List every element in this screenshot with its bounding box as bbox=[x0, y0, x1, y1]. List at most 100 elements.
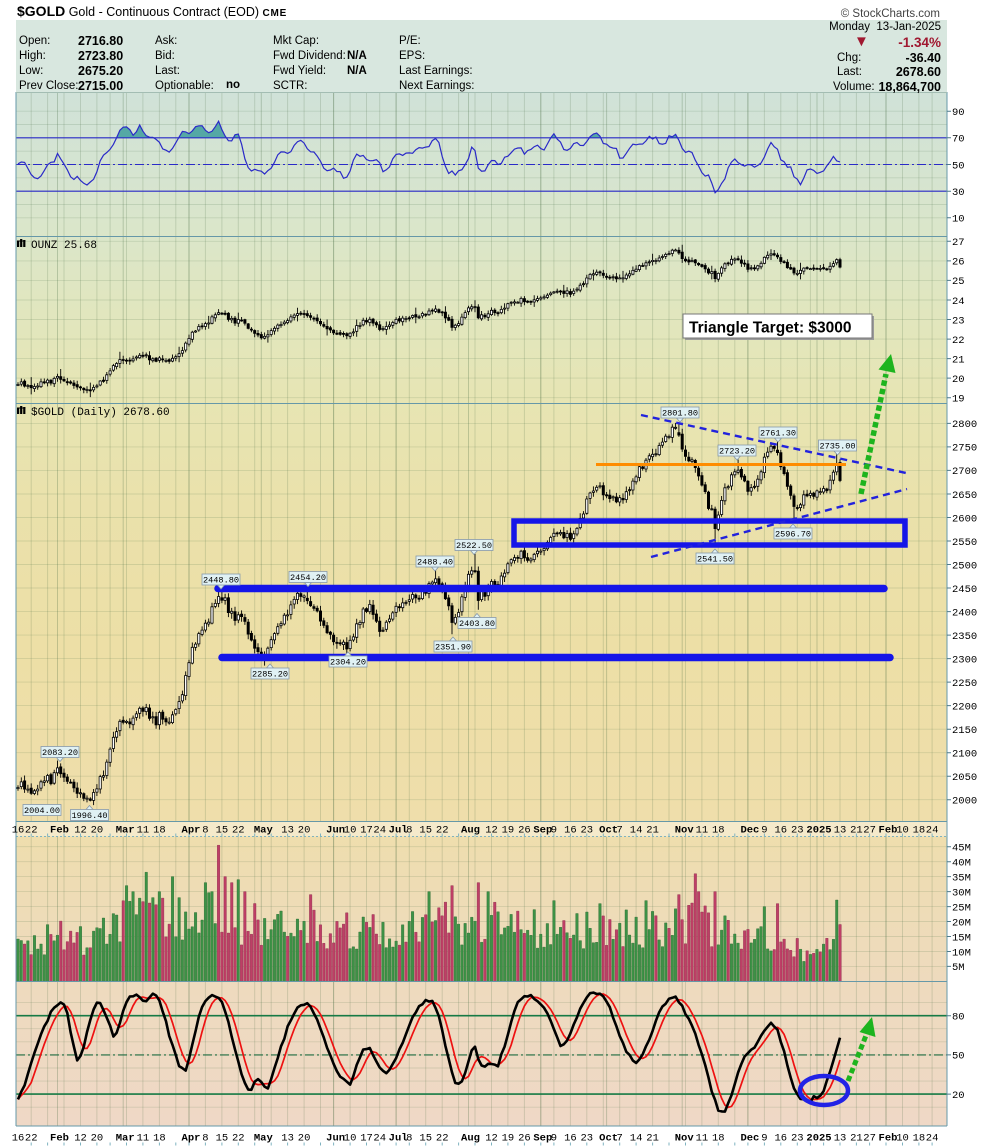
svg-text:2454.20: 2454.20 bbox=[290, 573, 326, 583]
svg-text:22: 22 bbox=[25, 825, 38, 837]
svg-text:22: 22 bbox=[232, 1133, 245, 1145]
svg-text:2488.40: 2488.40 bbox=[417, 558, 453, 568]
svg-text:Triangle Target: $3000: Triangle Target: $3000 bbox=[689, 320, 852, 337]
svg-text:2250: 2250 bbox=[952, 678, 977, 690]
svg-text:20M: 20M bbox=[952, 917, 971, 929]
svg-text:2050: 2050 bbox=[952, 772, 977, 784]
svg-text:18: 18 bbox=[913, 825, 926, 837]
svg-text:18: 18 bbox=[712, 1133, 725, 1145]
svg-text:21: 21 bbox=[646, 1133, 659, 1145]
svg-text:Dec: Dec bbox=[740, 1133, 759, 1145]
svg-text:15: 15 bbox=[419, 825, 432, 837]
svg-text:2083.20: 2083.20 bbox=[42, 748, 78, 758]
svg-text:2761.30: 2761.30 bbox=[760, 429, 796, 439]
svg-text:10: 10 bbox=[344, 825, 357, 837]
svg-text:Apr: Apr bbox=[182, 825, 201, 837]
svg-text:2350: 2350 bbox=[952, 631, 977, 643]
svg-text:19: 19 bbox=[502, 825, 515, 837]
svg-text:9: 9 bbox=[551, 1133, 557, 1145]
svg-text:Feb: Feb bbox=[50, 825, 69, 837]
svg-text:22: 22 bbox=[952, 335, 965, 347]
svg-text:11: 11 bbox=[696, 825, 709, 837]
svg-text:18: 18 bbox=[913, 1133, 926, 1145]
svg-text:70: 70 bbox=[952, 134, 965, 146]
svg-text:Feb: Feb bbox=[879, 825, 898, 837]
svg-text:Feb: Feb bbox=[50, 1133, 69, 1145]
svg-text:22: 22 bbox=[25, 1133, 38, 1145]
svg-text:2200: 2200 bbox=[952, 701, 977, 713]
svg-text:9: 9 bbox=[761, 1133, 767, 1145]
svg-text:Jul: Jul bbox=[389, 1133, 408, 1145]
svg-text:8: 8 bbox=[406, 825, 412, 837]
svg-text:13: 13 bbox=[281, 1133, 294, 1145]
svg-text:21: 21 bbox=[850, 1133, 863, 1145]
svg-text:1996.40: 1996.40 bbox=[71, 811, 107, 821]
svg-text:26: 26 bbox=[952, 257, 965, 269]
svg-text:17: 17 bbox=[360, 1133, 373, 1145]
svg-text:2403.80: 2403.80 bbox=[459, 619, 495, 629]
svg-text:21: 21 bbox=[952, 354, 965, 366]
svg-text:May: May bbox=[254, 1133, 274, 1145]
svg-text:19: 19 bbox=[952, 394, 965, 406]
svg-text:Jul: Jul bbox=[389, 825, 408, 837]
svg-text:50: 50 bbox=[952, 1051, 965, 1063]
svg-text:8: 8 bbox=[202, 825, 208, 837]
svg-text:2700: 2700 bbox=[952, 466, 977, 478]
svg-text:21: 21 bbox=[850, 825, 863, 837]
svg-text:2541.50: 2541.50 bbox=[697, 555, 733, 565]
svg-text:14: 14 bbox=[630, 825, 643, 837]
svg-text:2100: 2100 bbox=[952, 749, 977, 761]
svg-text:22: 22 bbox=[232, 825, 245, 837]
svg-text:2025: 2025 bbox=[806, 1133, 831, 1145]
svg-text:22: 22 bbox=[436, 825, 449, 837]
svg-text:24: 24 bbox=[952, 296, 965, 308]
svg-text:20: 20 bbox=[298, 825, 311, 837]
svg-text:2000: 2000 bbox=[952, 796, 977, 808]
svg-text:18: 18 bbox=[153, 1133, 166, 1145]
svg-text:15M: 15M bbox=[952, 932, 971, 944]
svg-text:Mar: Mar bbox=[116, 825, 135, 837]
svg-text:13: 13 bbox=[281, 825, 294, 837]
svg-text:Sep: Sep bbox=[533, 825, 552, 837]
svg-text:2596.70: 2596.70 bbox=[775, 530, 811, 540]
svg-text:2351.90: 2351.90 bbox=[435, 643, 471, 653]
svg-text:11: 11 bbox=[137, 825, 150, 837]
svg-text:2522.50: 2522.50 bbox=[456, 541, 492, 551]
svg-text:2400: 2400 bbox=[952, 607, 977, 619]
svg-text:26: 26 bbox=[518, 825, 531, 837]
svg-text:35M: 35M bbox=[952, 872, 971, 884]
svg-text:13: 13 bbox=[834, 825, 847, 837]
svg-text:11: 11 bbox=[696, 1133, 709, 1145]
svg-text:80: 80 bbox=[952, 1012, 965, 1024]
svg-text:2550: 2550 bbox=[952, 537, 977, 549]
svg-text:2150: 2150 bbox=[952, 725, 977, 737]
svg-text:2800: 2800 bbox=[952, 419, 977, 431]
svg-text:Jun: Jun bbox=[326, 1133, 345, 1145]
svg-text:17: 17 bbox=[360, 825, 373, 837]
svg-text:Sep: Sep bbox=[533, 1133, 552, 1145]
svg-text:23: 23 bbox=[580, 825, 593, 837]
svg-text:OUNZ 25.68: OUNZ 25.68 bbox=[31, 240, 97, 252]
svg-text:16: 16 bbox=[564, 825, 577, 837]
svg-text:Nov: Nov bbox=[675, 825, 695, 837]
svg-text:18: 18 bbox=[712, 825, 725, 837]
svg-text:27: 27 bbox=[952, 237, 965, 249]
svg-text:2285.20: 2285.20 bbox=[252, 670, 288, 680]
svg-text:15: 15 bbox=[216, 1133, 229, 1145]
svg-text:$GOLD (Daily) 2678.60: $GOLD (Daily) 2678.60 bbox=[31, 407, 170, 419]
svg-text:10: 10 bbox=[896, 825, 909, 837]
svg-text:14: 14 bbox=[630, 1133, 643, 1145]
svg-text:10: 10 bbox=[896, 1133, 909, 1145]
svg-text:7: 7 bbox=[617, 1133, 623, 1145]
svg-text:2025: 2025 bbox=[806, 825, 831, 837]
svg-text:50: 50 bbox=[952, 160, 965, 172]
svg-text:Aug: Aug bbox=[461, 825, 480, 837]
svg-text:40M: 40M bbox=[952, 858, 971, 870]
svg-text:22: 22 bbox=[436, 1133, 449, 1145]
svg-text:23: 23 bbox=[580, 1133, 593, 1145]
svg-text:24: 24 bbox=[373, 825, 386, 837]
svg-text:Jun: Jun bbox=[326, 825, 345, 837]
svg-text:27: 27 bbox=[863, 1133, 876, 1145]
svg-text:30M: 30M bbox=[952, 887, 971, 899]
svg-text:2650: 2650 bbox=[952, 490, 977, 502]
